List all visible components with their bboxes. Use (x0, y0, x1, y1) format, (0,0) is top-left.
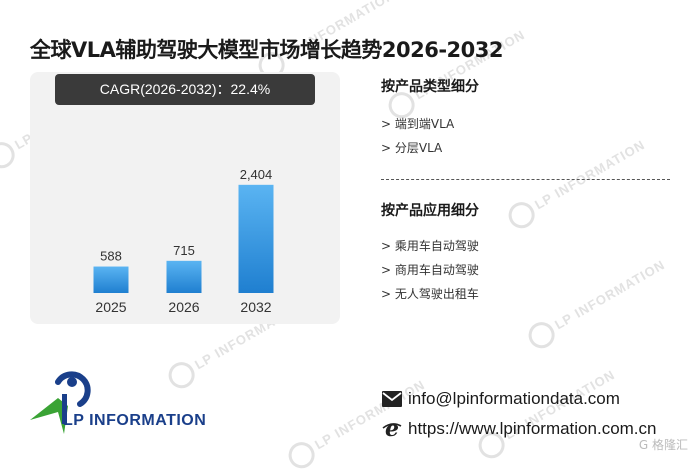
list-item: > 无人驾驶出租车 (381, 287, 479, 301)
type-segment-list: > 端到端VLA > 分层VLA (381, 116, 454, 164)
list-item: > 分层VLA (381, 141, 443, 155)
list-item: > 乘用车自动驾驶 (381, 239, 479, 253)
bar-value-label: 588 (100, 249, 122, 264)
type-segment-title: 按产品类型细分 (381, 79, 479, 95)
browser-e-icon: e (382, 419, 402, 439)
lp-logo-icon (30, 371, 91, 434)
application-segment-title: 按产品应用细分 (381, 203, 479, 219)
watermark: LP INFORMATION (473, 363, 621, 463)
chart-panel: 588 2025 715 2026 2,404 2032 (30, 72, 340, 324)
x-tick-label: 2026 (168, 299, 199, 315)
bar-chart: 588 2025 715 2026 2,404 2032 (93, 167, 274, 315)
list-item: > 商用车自动驾驶 (381, 263, 479, 277)
x-tick-label: 2032 (240, 299, 271, 315)
page-title: 全球VLA辅助驾驶大模型市场增长趋势2026-2032 (30, 38, 504, 62)
email-contact[interactable]: info@lpinformationdata.com (382, 387, 620, 411)
bar-2032 (238, 184, 274, 293)
footer-brand: G 格隆汇 (638, 438, 688, 452)
bar-value-label: 715 (173, 243, 195, 258)
watermark: LP INFORMATION (503, 133, 651, 233)
email-link[interactable]: info@lpinformationdata.com (408, 389, 620, 408)
website-contact[interactable]: e https://www.lpinformation.com.cn (382, 417, 656, 441)
application-segment-list: > 乘用车自动驾驶 > 商用车自动驾驶 > 无人驾驶出租车 (381, 238, 479, 310)
logo-text: LP INFORMATION (63, 412, 207, 429)
x-tick-label: 2025 (95, 299, 126, 315)
list-item: > 端到端VLA (381, 117, 455, 131)
divider (381, 179, 670, 180)
mail-icon (382, 391, 402, 407)
watermark: LP INFORMATION (523, 253, 671, 353)
bar-value-label: 2,404 (240, 167, 273, 182)
bar-2025 (93, 266, 129, 293)
website-link[interactable]: https://www.lpinformation.com.cn (408, 419, 657, 438)
bar-2026 (166, 260, 202, 293)
cagr-badge: CAGR(2026-2032)：22.4% (55, 74, 315, 105)
svg-text:e: e (385, 419, 399, 439)
